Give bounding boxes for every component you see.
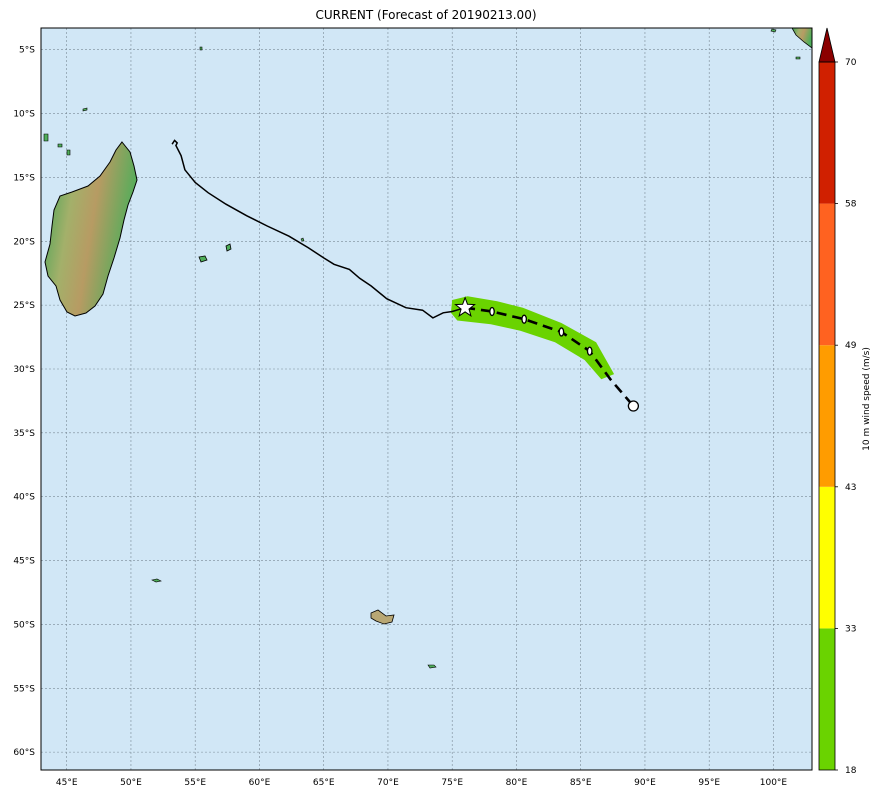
latitude-tick-label: 20°S	[13, 237, 35, 247]
latitude-tick-label: 40°S	[13, 493, 35, 503]
colorbar-label: 10 m wind speed (m/s)	[862, 347, 872, 451]
latitude-tick-label: 15°S	[13, 173, 35, 183]
colorbar-tick-label: 18	[845, 766, 857, 776]
heard-island	[427, 664, 437, 669]
crozet-islands	[151, 578, 162, 583]
forecast-end-marker	[627, 400, 640, 412]
latitude-tick-label: 35°S	[13, 429, 35, 439]
colorbar-tick-label: 43	[845, 483, 856, 493]
small-islet	[770, 28, 777, 33]
forecast-uncertainty-cone	[450, 296, 615, 380]
colorbar-bin	[819, 486, 835, 629]
wind-speed-colorbar: 18 33 43 49 58 70 10 m wind speed (m/s)	[818, 27, 872, 776]
current-position-star-icon	[454, 296, 476, 317]
colorbar-extend-triangle	[818, 27, 836, 63]
latitude-tick-label: 10°S	[13, 110, 35, 120]
colorbar-frame	[818, 61, 836, 771]
longitude-tick-label: 95°E	[698, 778, 720, 788]
longitude-tick-label: 70°E	[377, 778, 399, 788]
map-panel: 45°E 50°E 55°E 60°E 65°E 70°E 75°E 80°E 85°E 90°E…	[13, 27, 813, 788]
map-frame	[40, 27, 813, 771]
latitude-tick-label: 5°S	[19, 46, 35, 56]
past-track-line	[171, 139, 466, 319]
reunion-island	[198, 255, 208, 263]
kerguelen-islands	[370, 609, 395, 625]
chart-title: CURRENT (Forecast of 20190213.00)	[315, 8, 536, 22]
longitude-tick-label: 85°E	[570, 778, 592, 788]
longitude-tick-label: 45°E	[56, 778, 78, 788]
forecast-points	[489, 306, 593, 356]
longitude-tick-label: 65°E	[313, 778, 335, 788]
colorbar-tick-label: 33	[845, 624, 856, 634]
colorbar-bin	[819, 203, 835, 346]
longitude-tick-label: 60°E	[249, 778, 271, 788]
latitude-tick-label: 30°S	[13, 365, 35, 375]
small-islet	[82, 107, 88, 112]
latitude-tick-label: 45°S	[13, 557, 35, 567]
forecast-point-marker	[586, 346, 593, 356]
colorbar-ticks: 18 33 43 49 58 70	[835, 58, 857, 776]
latitude-tick-label: 50°S	[13, 620, 35, 630]
longitude-tick-label: 50°E	[120, 778, 142, 788]
longitude-tick-label: 55°E	[184, 778, 206, 788]
colorbar-tick-label: 58	[845, 200, 857, 210]
small-islet	[199, 46, 203, 51]
madagascar-landmass	[44, 141, 138, 317]
colorbar-tick-label: 49	[845, 341, 857, 351]
longitude-ticks: 45°E 50°E 55°E 60°E 65°E 70°E 75°E 80°E 85°E 90°E…	[56, 778, 788, 788]
colorbar-bin	[819, 345, 835, 487]
longitude-tick-label: 75°E	[441, 778, 463, 788]
latitude-tick-label: 55°S	[13, 684, 35, 694]
mauritius-island	[225, 243, 232, 252]
landmasses	[43, 28, 812, 669]
longitude-tick-label: 80°E	[506, 778, 528, 788]
forecast-point-marker	[489, 306, 495, 317]
graticule	[41, 28, 812, 770]
small-islet	[795, 56, 801, 60]
colorbar-bin	[819, 62, 835, 204]
latitude-tick-label: 60°S	[13, 748, 35, 758]
forecast-point-marker	[521, 314, 528, 324]
latitude-ticks: 5°S 10°S 15°S 20°S 25°S 30°S 35°S 40°S 45°S 50°S 5…	[13, 46, 35, 758]
ocean-background	[41, 28, 812, 770]
sumatra-landmass	[791, 28, 812, 49]
longitude-tick-label: 90°E	[634, 778, 656, 788]
forecast-point-marker	[558, 327, 565, 337]
small-islet	[300, 237, 305, 242]
longitude-tick-label: 100°E	[760, 778, 788, 788]
comoros-islands	[43, 133, 71, 156]
latitude-tick-label: 25°S	[13, 301, 35, 311]
colorbar-tick-label: 70	[845, 58, 857, 68]
colorbar-bin	[819, 628, 835, 770]
